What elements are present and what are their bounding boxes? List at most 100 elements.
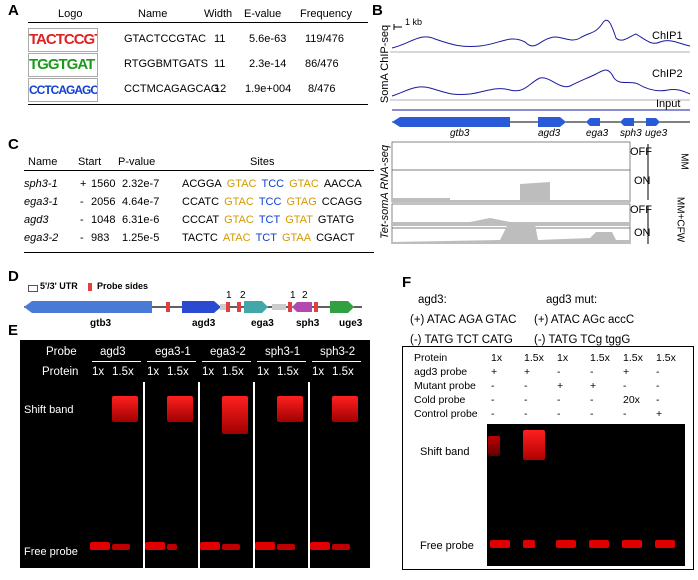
site-start: 983 xyxy=(91,232,110,244)
gel-e-separator xyxy=(198,382,200,568)
motif-logo-2: TGGTGAT xyxy=(28,53,98,77)
agd3-wt-plus: (+) ATAC AGA GTAC xyxy=(410,314,517,326)
panel-c-letter: C xyxy=(8,136,19,153)
condition-mm: MM xyxy=(678,153,690,170)
free-probe-band xyxy=(655,540,675,548)
site-seq-m3: GTAA xyxy=(281,232,312,244)
motif-name: RTGGBMTGATS xyxy=(124,58,208,70)
site-name: ega3-1 xyxy=(24,196,59,208)
gel-e-probe-name: agd3 xyxy=(100,346,126,358)
gel-e-dose: 1.5x xyxy=(332,366,354,378)
gel-f-row-label: Control probe xyxy=(414,408,478,420)
probe-site xyxy=(166,302,170,312)
gel-f-cell: 1.5x xyxy=(623,352,643,364)
panel-a-header-evalue: E-value xyxy=(244,8,282,20)
site-strand: - xyxy=(80,232,84,244)
probe-legend-label: Probe sides xyxy=(97,281,149,291)
chip-tracks-svg xyxy=(390,19,691,244)
gel-e-dose: 1x xyxy=(257,366,270,378)
motif-logo-2-text: TGGTGAT xyxy=(29,56,95,73)
gel-e-dose: 1x xyxy=(202,366,215,378)
gel-e-dose: 1.5x xyxy=(277,366,299,378)
site-seq-m1: GTAC xyxy=(224,196,254,208)
site-seq-m1: GTAC xyxy=(226,178,257,190)
gel-e-background xyxy=(20,340,370,568)
motif-frequency: 86/476 xyxy=(305,58,339,70)
utr-legend-label: 5'/3' UTR xyxy=(40,281,78,291)
site-seq-right: CCAGG xyxy=(321,196,363,208)
scale-label: 1 kb xyxy=(405,17,423,27)
site-seq-m2: TCT xyxy=(258,214,281,226)
gel-e-probe-label: Probe xyxy=(46,346,77,358)
site-strand: + xyxy=(80,178,87,190)
gel-f-cell: 1x xyxy=(491,352,503,364)
rna-cfw-on xyxy=(392,224,630,244)
site-name: agd3 xyxy=(24,214,49,226)
probe-legend-swatch xyxy=(88,283,92,291)
gel-e-dose: 1.5x xyxy=(222,366,244,378)
gtb3-map-arrow xyxy=(24,301,152,313)
shift-band xyxy=(523,430,545,460)
gel-f-cell: - xyxy=(623,380,627,392)
track-label-chip1: ChIP1 xyxy=(652,30,683,42)
map-label-sph3: sph3 xyxy=(296,318,320,329)
gene-label-ega3: ega3 xyxy=(586,128,609,139)
gel-e-dose: 1.5x xyxy=(167,366,189,378)
gel-f-cell: - xyxy=(557,394,561,406)
site-seq-m2: TCT xyxy=(255,232,277,244)
gel-e-separator xyxy=(253,382,255,568)
rna-box-mm xyxy=(391,141,631,203)
gel-f-row-label: Mutant probe xyxy=(414,380,476,392)
site-seq-m2: TCC xyxy=(258,196,282,208)
probe-number: 2 xyxy=(240,290,246,301)
site-pvalue: 4.64e-7 xyxy=(122,196,160,208)
gel-e-dose: 1x xyxy=(92,366,105,378)
gel-f-cell: - xyxy=(524,408,528,420)
probe-number: 2 xyxy=(302,290,308,301)
gel-f-cell: - xyxy=(590,408,594,420)
gel-f-cell: - xyxy=(656,366,660,378)
gtb3-arrow xyxy=(392,117,510,127)
agd3-arrow xyxy=(538,117,566,127)
gel-f-cell: - xyxy=(557,408,561,420)
gel-f-cell: - xyxy=(590,366,594,378)
motif-width: 11 xyxy=(214,33,226,45)
motif-name: CCTMCAGAGCAG xyxy=(124,83,220,95)
probe-site xyxy=(237,302,241,312)
agd3-mut-plus: (+) ATAC AGc accC xyxy=(534,314,635,326)
gel-f-background xyxy=(487,424,685,566)
agd3-wt-minus: (-) TATG TCT CATG xyxy=(410,334,513,346)
site-pvalue: 6.31e-6 xyxy=(122,214,160,226)
free-probe-band xyxy=(589,540,609,548)
sph3-map-arrow xyxy=(292,302,312,312)
gel-f-cell: + xyxy=(491,366,498,378)
utr-block xyxy=(220,304,226,310)
motif-frequency: 8/476 xyxy=(308,83,336,95)
gel-f-cell: + xyxy=(557,380,564,392)
free-probe-band xyxy=(277,544,295,550)
site-seq-left: CCCAT xyxy=(182,214,220,226)
map-label-agd3: agd3 xyxy=(192,318,216,329)
probe-number: 1 xyxy=(290,290,296,301)
gel-f-cell: - xyxy=(491,408,495,420)
motif-logo-1-text: TACTCCGTA xyxy=(29,31,97,48)
gel-f-cell: - xyxy=(524,394,528,406)
site-seq-left: ACGGA xyxy=(182,178,222,190)
gene-label-sph3: sph3 xyxy=(620,128,642,139)
gel-f-cell: 1.5x xyxy=(524,352,544,364)
free-probe-band xyxy=(255,542,275,550)
gel-e-underline xyxy=(257,361,306,362)
free-probe-band xyxy=(200,542,220,550)
panel-c-header-sites: Sites xyxy=(250,156,275,168)
rna-label-off-cfw: OFF xyxy=(630,204,652,216)
gel-f-cell: - xyxy=(491,394,495,406)
gel-f-cell: + xyxy=(623,366,630,378)
motif-evalue: 1.9e+004 xyxy=(245,83,292,95)
gel-f-cell: - xyxy=(656,394,660,406)
agd3-map-arrow xyxy=(182,301,221,313)
gel-e-probe-name: ega3-2 xyxy=(210,346,246,358)
free-probe-band xyxy=(332,544,350,550)
site-sequence: ACGGA GTAC TCC GTAC AACCA xyxy=(182,178,362,190)
rna-mm-on xyxy=(392,182,630,202)
rna-label-off-mm: OFF xyxy=(630,146,652,158)
